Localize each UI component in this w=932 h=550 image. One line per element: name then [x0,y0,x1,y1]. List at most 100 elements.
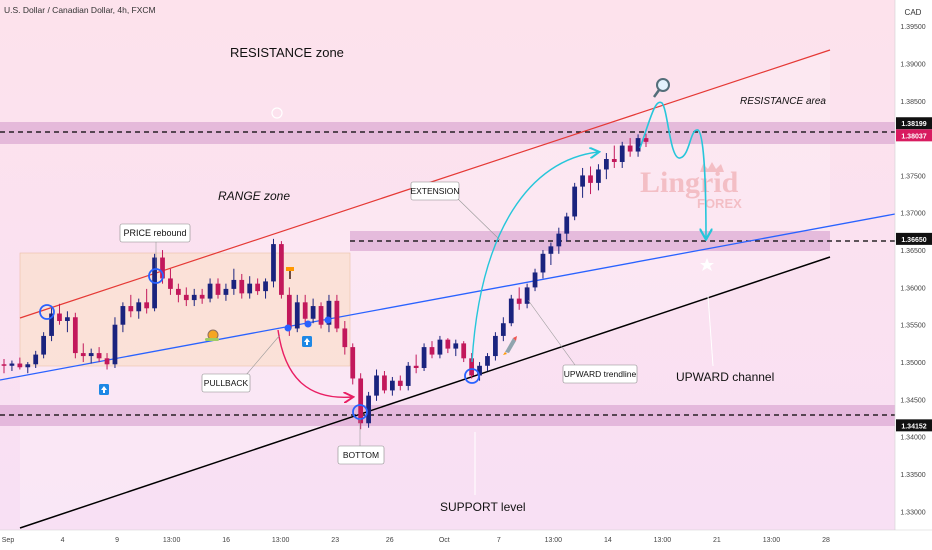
snail-icon [205,329,219,341]
candle [421,343,427,371]
candle [588,166,593,195]
pullback-callout: PULLBACK [201,334,281,393]
x-tick-label: 4 [61,537,65,544]
candle [643,133,649,148]
x-tick-label: 23 [331,537,339,544]
y-tick-label: 1.39000 [900,61,925,68]
candle [175,283,181,303]
candle [374,369,379,401]
price-tag-label: 1.34152 [901,423,926,430]
candle [556,227,562,254]
candle [334,294,340,333]
y-tick-label: 1.35500 [900,323,925,330]
candle [437,335,443,359]
crown-icon [700,162,724,172]
candle [548,242,554,265]
blue-trendline [0,213,896,381]
candle [389,376,395,396]
candle [144,288,150,314]
x-tick-label: 13:00 [545,537,563,544]
y-tick-label: 1.35000 [900,360,925,367]
price-axis-panel [895,0,932,550]
candle [326,294,332,333]
support-level-label: SUPPORT level [440,500,526,514]
hammer-icon [286,267,294,279]
candle [611,145,617,168]
extension-callout: EXTENSION [410,181,501,241]
candle [128,294,134,318]
watermark-sub: FOREX [697,196,742,211]
upward-channel-pointer [707,295,714,367]
x-tick-label: 7 [497,537,501,544]
range-zone-box [19,252,351,367]
price-tag-label: 1.36650 [901,237,926,244]
candle [294,294,300,333]
x-tick-label: 13:00 [272,537,290,544]
x-tick-label: Oct [439,537,450,544]
candle [65,311,70,333]
candle [540,250,546,279]
magnifier-icon [652,78,670,98]
candle [524,283,530,309]
y-tick-label: 1.38500 [900,99,925,106]
swing-markers [39,268,480,420]
x-tick-label: 26 [386,537,394,544]
support-zone-band [0,405,895,426]
candle [508,294,514,327]
y-tick-label: 1.37000 [900,211,925,218]
candle [635,134,641,157]
price-tag-box [896,129,932,142]
time-axis-panel [0,530,932,550]
arrow-up-icon-1 [99,384,109,395]
upward-channel-label: UPWARD channel [676,370,774,384]
y-tick-label: 1.33500 [900,472,925,479]
candle [33,350,39,369]
candle [57,303,62,325]
candle [247,276,253,299]
candle [279,241,284,299]
x-tick-label: 13:00 [654,537,672,544]
candle [318,302,324,329]
currency-label: CAD [905,8,922,17]
upward-trendline-callout: UPWARD trendline [527,299,638,384]
x-tick-label: 9 [115,537,119,544]
price-tag-box [896,419,932,432]
candle [302,294,308,325]
candle [231,268,237,295]
candle [516,287,522,310]
candle [239,273,245,299]
x-tick-label: 21 [713,537,721,544]
candle [405,362,411,391]
resistance-zone-band [0,122,895,144]
x-tick-label: Sep [2,537,15,544]
pullback-dot-1 [284,324,292,332]
candle [207,278,213,303]
resistance-zone-label: RESISTANCE zone [230,45,344,60]
candle [17,357,23,370]
pullback-dot-3 [324,316,332,324]
candle [223,283,229,301]
candle [532,268,538,292]
candle [627,138,633,157]
x-tick-label: 13:00 [163,537,181,544]
candle [429,341,435,359]
y-tick-label: 1.39500 [900,24,925,31]
candle [168,268,173,295]
candle [263,278,268,299]
price-tag-label: 1.38199 [901,121,926,128]
y-tick-label: 1.36000 [900,285,925,292]
extension-label: EXTENSION [410,186,459,196]
candle [9,360,15,371]
lingrid-watermark: Lingrid FOREX [640,162,742,211]
candle [342,320,348,355]
x-tick-label: 14 [604,537,612,544]
price-rebound-label: PRICE rebound [123,228,186,238]
pullback-label: PULLBACK [204,378,249,388]
candle [72,312,78,359]
x-tick-label: 28 [822,537,830,544]
candle [199,288,205,304]
candle [382,371,387,394]
y-tick-label: 1.33000 [900,509,925,516]
